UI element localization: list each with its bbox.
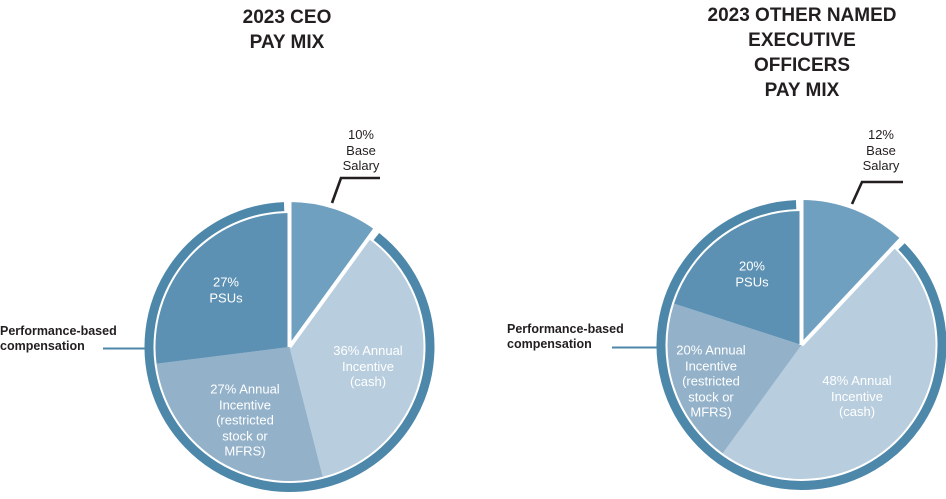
pie-slice-psus [674,211,802,345]
text-line: Incentive [218,396,272,412]
text-line: (restricted [216,412,274,428]
text-line: PAY MIX [764,80,840,101]
slice-label-annual-incentive-restricted: 20% Annual Incentive (restricted stock or MF… [676,342,745,420]
pie-slice-annual-incentive-cash [722,247,936,479]
text-line: 20% Annual [676,342,746,358]
text-line: 2023 CEO [242,7,332,28]
text-line: PSUs [735,274,769,289]
chart-title-neo: 2023 OTHER NAMED EXECUTIVE OFFICERS PAY MIX [708,3,897,103]
text-line: Salary [342,157,380,173]
slice-label-base-salary: 10% Base Salary [343,127,380,174]
text-line: Base [866,142,896,158]
slice-label-base-salary: 12% Base Salary [863,127,900,174]
text-line: MFRS) [224,443,266,459]
text-line: Base [346,142,376,158]
slice-label-annual-incentive-cash: 36% Annual Incentive (cash) [333,343,402,390]
text-line: 12% [867,126,895,142]
text-line: Performance-based [0,324,117,338]
text-line: 2023 OTHER NAMED [707,5,897,26]
pie-slice-psus [155,213,290,364]
text-line: PAY MIX [249,32,325,53]
text-line: EXECUTIVE [748,30,856,51]
base-salary-callout-line [850,180,903,205]
text-line: (restricted [682,373,740,389]
text-line: Incentive [684,357,738,373]
text-line: 10% [347,126,375,142]
text-line: (cash) [349,373,387,389]
text-line: Salary [862,157,900,173]
performance-compensation-label: Performance-based compensation [507,322,624,352]
pie-slice-base-salary [801,200,901,345]
text-line: stock or [688,388,734,404]
text-line: 27% [212,274,240,290]
performance-ring-arc [144,202,435,492]
slice-label-psus: 27% PSUs [209,275,242,306]
pie-slice-annual-incentive-restricted [667,303,802,454]
pie-slice-annual-incentive-cash [289,238,424,477]
text-line: 36% Annual [333,342,403,358]
text-line: compensation [507,337,592,351]
text-line: OFFICERS [753,55,851,76]
performance-ring-arc [656,200,946,490]
pie-slice-annual-incentive-restricted [156,347,323,481]
text-line: Incentive [830,388,884,404]
performance-compensation-label: Performance-based compensation [0,324,117,354]
slice-label-psus: 20% PSUs [735,259,768,290]
text-line: 48% Annual [822,372,892,388]
chart-title-ceo: 2023 CEO PAY MIX [243,5,332,55]
text-line: PSUs [209,290,243,305]
base-salary-callout-line [330,176,380,204]
text-line: 27% Annual [210,381,280,397]
pie-slice-base-salary [289,202,375,347]
text-line: Incentive [341,358,395,374]
slice-label-annual-incentive-cash: 48% Annual Incentive (cash) [822,373,891,420]
text-line: (cash) [838,403,876,419]
text-line: stock or [222,427,268,443]
text-line: 20% [738,258,766,274]
text-line: compensation [0,339,85,353]
slice-separator [287,227,377,349]
text-line: Performance-based [507,322,624,336]
slice-separator [800,237,903,347]
slice-label-annual-incentive-restricted: 27% Annual Incentive (restricted stock or MF… [210,381,279,459]
text-line: MFRS) [690,404,732,420]
